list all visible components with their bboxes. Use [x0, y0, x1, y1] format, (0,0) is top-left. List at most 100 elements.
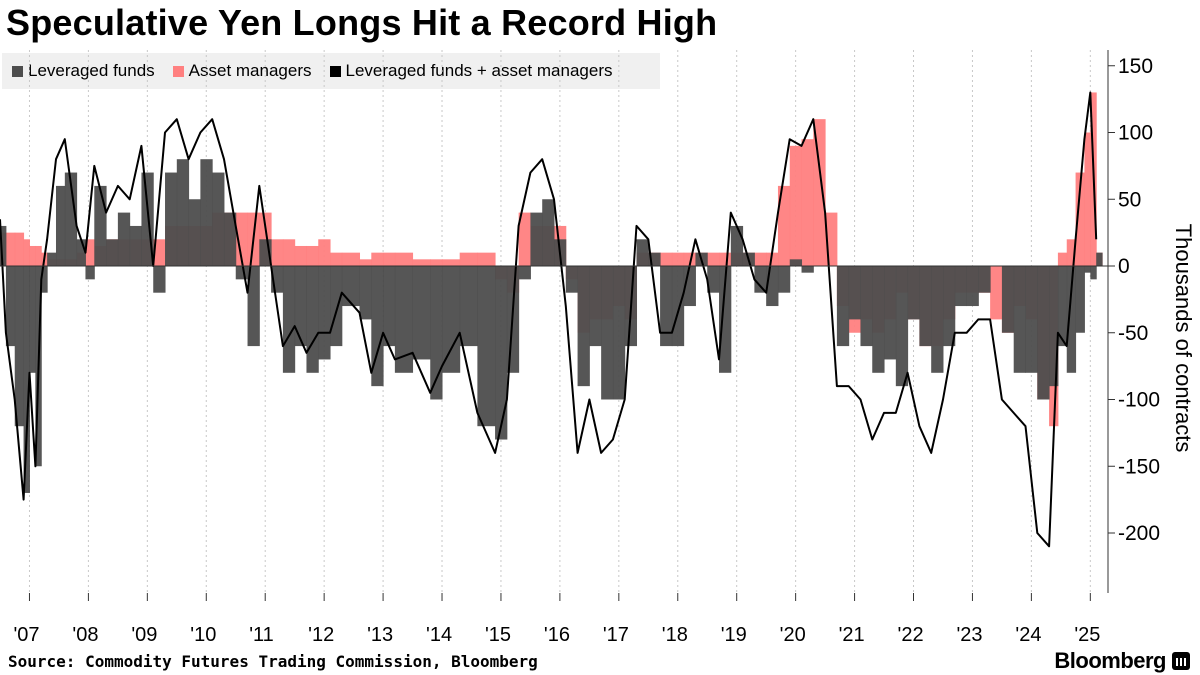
leveraged-funds-bar: [383, 266, 396, 347]
leveraged-funds-bar: [1013, 266, 1026, 373]
leveraged-funds-bar: [577, 266, 590, 387]
leveraged-funds-bar: [14, 266, 25, 427]
asset-managers-bar: [477, 252, 496, 266]
leveraged-funds-bar: [85, 266, 95, 280]
leveraged-funds-bar: [660, 266, 673, 347]
y-tick-label: 0: [1118, 255, 1130, 278]
total-series-line: [0, 91, 1098, 548]
asset-managers-bar: [341, 252, 361, 266]
leveraged-funds-bar: [954, 266, 968, 307]
leveraged-funds-bar: [129, 225, 142, 266]
x-tick-label: '16: [544, 624, 570, 646]
leveraged-funds-bar: [5, 266, 16, 347]
asset-managers-bar: [1057, 252, 1068, 266]
x-tick-label: '08: [72, 624, 98, 646]
x-tick-label: '21: [839, 624, 865, 646]
leveraged-funds-bar: [895, 266, 909, 387]
y-tick-label: 100: [1118, 122, 1153, 145]
asset-managers-bar: [318, 239, 331, 266]
x-tick-label: '12: [308, 624, 334, 646]
leveraged-funds-bar: [55, 185, 66, 266]
leveraged-funds-bar: [1057, 266, 1068, 347]
asset-managers-bar: [813, 119, 826, 267]
leveraged-funds-bar: [518, 266, 531, 280]
leveraged-funds-bar: [542, 199, 555, 266]
leveraged-funds-bar: [47, 252, 57, 266]
leveraged-funds-bar: [884, 266, 897, 360]
leveraged-funds-bar: [1049, 266, 1059, 387]
leveraged-funds-bar: [359, 266, 372, 320]
y-tick-label: -200: [1118, 522, 1160, 545]
leveraged-funds-bar: [29, 266, 36, 373]
x-tick-label: '14: [426, 624, 452, 646]
leveraged-funds-bar: [430, 266, 443, 400]
asset-managers-bar: [683, 252, 696, 266]
x-tick-label: '19: [721, 624, 747, 646]
asset-managers-bar: [789, 145, 803, 266]
leveraged-funds-bar: [0, 225, 7, 266]
x-tick-label: '23: [956, 624, 982, 646]
leveraged-funds-bar: [1096, 252, 1103, 266]
leveraged-funds-bar: [1001, 266, 1015, 333]
asset-managers-bar: [294, 245, 307, 266]
asset-managers-bar: [5, 232, 16, 266]
chart-title: Speculative Yen Longs Hit a Record High: [6, 2, 718, 43]
legend-label-asset-managers: Asset managers: [188, 61, 312, 80]
leveraged-funds-bar: [188, 199, 201, 266]
leveraged-funds-bar: [23, 266, 30, 493]
leveraged-funds-bar: [589, 266, 602, 347]
leveraged-funds-bar: [530, 212, 543, 266]
leveraged-funds-bar: [412, 266, 431, 360]
leveraged-funds-bar: [907, 266, 920, 320]
asset-managers-bar: [1075, 172, 1085, 266]
asset-managers-bar: [1066, 239, 1077, 266]
leveraged-funds-bar: [777, 266, 791, 293]
y-tick-label: -50: [1118, 322, 1148, 345]
asset-managers-bar: [1084, 132, 1091, 266]
y-tick-label: 50: [1118, 188, 1141, 211]
leveraged-funds-bar: [860, 266, 873, 347]
asset-managers-bar: [23, 239, 30, 266]
asset-managers-bar: [518, 212, 531, 266]
leveraged-funds-bar: [801, 266, 814, 273]
asset-managers-bar: [707, 252, 720, 266]
asset-managers-bar: [306, 245, 319, 266]
leveraged-funds-bar: [165, 172, 178, 266]
asset-managers-bar: [394, 252, 414, 266]
leveraged-funds-bar: [76, 239, 86, 266]
x-tick-label: '20: [780, 624, 806, 646]
x-tick-label: '25: [1074, 624, 1100, 646]
leveraged-funds-bar: [612, 266, 626, 400]
x-tick-label: '07: [13, 624, 39, 646]
leveraged-funds-bar: [1037, 266, 1050, 400]
leveraged-funds-bar: [919, 266, 932, 347]
leveraged-funds-bar: [200, 159, 213, 266]
leveraged-funds-bar: [235, 266, 249, 280]
legend-swatch-asset-managers: [172, 65, 184, 77]
asset-managers-bar: [235, 212, 249, 266]
leveraged-funds-bar: [636, 239, 649, 266]
asset-managers-bar: [14, 232, 25, 266]
y-tick-label: -150: [1118, 455, 1160, 478]
legend-label-leveraged-funds: Leveraged funds: [28, 61, 155, 80]
legend-label-total: Leveraged funds + asset managers: [345, 61, 613, 80]
legend-item-leveraged-funds: Leveraged funds: [12, 61, 155, 81]
y-axis-label: Thousands of contracts: [1171, 223, 1196, 453]
leveraged-funds-bar: [371, 266, 384, 387]
leveraged-funds-bar: [294, 266, 307, 347]
leveraged-funds-bar: [41, 266, 48, 293]
leveraged-funds-bar: [872, 266, 885, 373]
leveraged-funds-bar: [966, 266, 979, 307]
asset-managers-bar: [29, 245, 36, 266]
leveraged-funds-bar: [1084, 266, 1091, 273]
leveraged-funds-bar: [1066, 266, 1077, 373]
leveraged-funds-bar: [282, 266, 296, 373]
leveraged-funds-bar: [707, 266, 720, 293]
asset-managers-bar: [153, 239, 166, 266]
bloomberg-logo: Bloomberg: [1054, 648, 1166, 673]
leveraged-funds-bar: [931, 266, 944, 373]
x-tick-label: '18: [662, 624, 688, 646]
asset-managers-bar: [359, 259, 372, 266]
leveraged-funds-bar: [394, 266, 414, 373]
